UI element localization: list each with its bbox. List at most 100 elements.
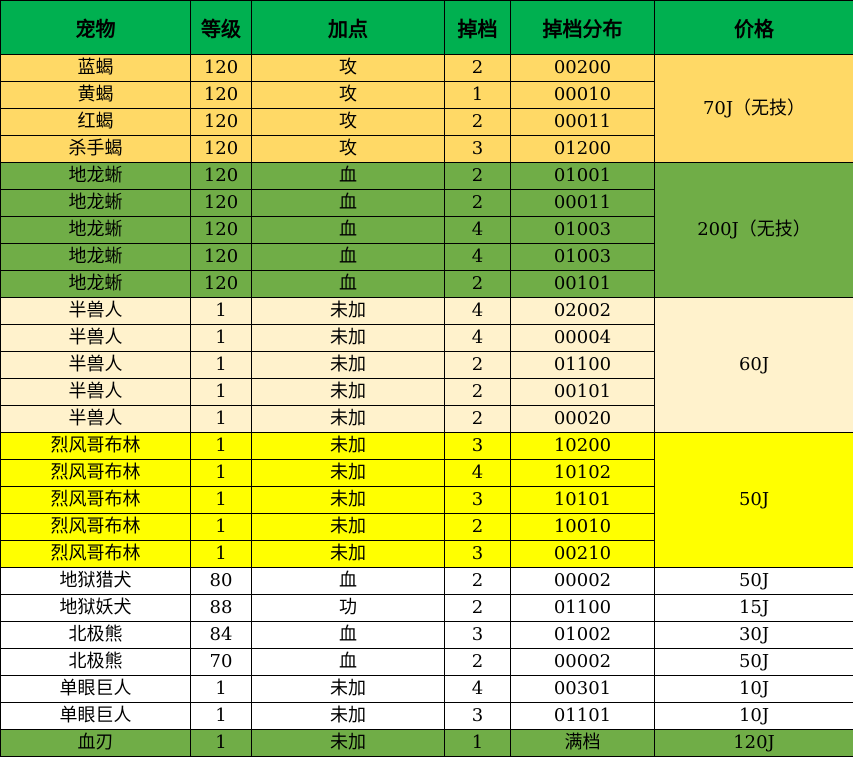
cell-points: 未加 — [251, 297, 445, 325]
header-row: 宠物 等级 加点 掉档 掉档分布 价格 — [0, 0, 853, 55]
cell-level: 1 — [190, 297, 252, 325]
cell-drop-distribution: 10102 — [510, 459, 655, 487]
cell-pet-name: 烈风哥布林 — [0, 459, 191, 487]
cell-pet-name: 烈风哥布林 — [0, 486, 191, 514]
table-row: 半兽人 1 未加 2 00101 — [0, 378, 853, 406]
cell-level: 120 — [190, 81, 252, 109]
cell-drop-distribution: 00210 — [510, 540, 655, 568]
cell-drop-count: 1 — [444, 81, 511, 109]
cell-level: 1 — [190, 405, 252, 433]
cell-points: 未加 — [251, 513, 445, 541]
table-row: 北极熊 84 血 3 01002 30J — [0, 621, 853, 649]
cell-price: 70J（无技） — [654, 54, 853, 163]
table-row: 地龙蜥 120 血 2 01001 200J（无技） — [0, 162, 853, 298]
cell-points: 未加 — [251, 459, 445, 487]
cell-drop-distribution: 01003 — [510, 216, 655, 244]
cell-pet-name: 半兽人 — [0, 297, 191, 325]
cell-drop-count: 4 — [444, 297, 511, 325]
cell-drop-distribution: 00002 — [510, 648, 655, 676]
cell-pet-name: 地龙蜥 — [0, 189, 191, 217]
cell-level: 120 — [190, 108, 252, 136]
cell-drop-distribution: 10010 — [510, 513, 655, 541]
cell-points: 未加 — [251, 405, 445, 433]
cell-drop-count: 3 — [444, 486, 511, 514]
cell-drop-distribution: 00011 — [510, 189, 655, 217]
cell-drop-distribution: 10200 — [510, 432, 655, 460]
table-row: 北极熊 70 血 2 00002 50J — [0, 648, 853, 676]
cell-points: 未加 — [251, 378, 445, 406]
table-row: 地狱猎犬 80 血 2 00002 50J — [0, 567, 853, 595]
header-points: 加点 — [251, 0, 445, 55]
cell-level: 120 — [190, 243, 252, 271]
cell-drop-count: 2 — [444, 189, 511, 217]
cell-drop-count: 3 — [444, 432, 511, 460]
header-pet: 宠物 — [0, 0, 191, 55]
cell-drop-distribution: 01001 — [510, 162, 655, 190]
cell-pet-name: 黄蝎 — [0, 81, 191, 109]
cell-drop-distribution: 01002 — [510, 621, 655, 649]
cell-level: 120 — [190, 162, 252, 190]
cell-drop-distribution: 00004 — [510, 324, 655, 352]
cell-points: 攻 — [251, 81, 445, 109]
cell-drop-distribution: 01100 — [510, 594, 655, 622]
header-level: 等级 — [190, 0, 252, 55]
cell-pet-name: 地龙蜥 — [0, 162, 191, 190]
cell-drop-distribution: 00002 — [510, 567, 655, 595]
cell-pet-name: 半兽人 — [0, 351, 191, 379]
cell-level: 1 — [190, 486, 252, 514]
cell-pet-name: 半兽人 — [0, 324, 191, 352]
cell-pet-name: 半兽人 — [0, 405, 191, 433]
cell-drop-count: 4 — [444, 675, 511, 703]
cell-drop-distribution: 01101 — [510, 702, 655, 730]
cell-drop-count: 2 — [444, 513, 511, 541]
cell-points: 攻 — [251, 108, 445, 136]
cell-pet-name: 地龙蜥 — [0, 243, 191, 271]
cell-drop-count: 2 — [444, 54, 511, 82]
cell-pet-name: 半兽人 — [0, 378, 191, 406]
cell-drop-count: 3 — [444, 702, 511, 730]
cell-level: 120 — [190, 189, 252, 217]
cell-level: 1 — [190, 540, 252, 568]
table-row: 地龙蜥 120 血 2 00101 — [0, 270, 853, 298]
cell-points: 血 — [251, 216, 445, 244]
cell-drop-count: 2 — [444, 270, 511, 298]
cell-price: 15J — [654, 594, 853, 622]
table-row: 半兽人 1 未加 4 02002 60J — [0, 297, 853, 433]
cell-drop-distribution: 01200 — [510, 135, 655, 163]
cell-drop-distribution: 00101 — [510, 378, 655, 406]
cell-level: 84 — [190, 621, 252, 649]
cell-points: 攻 — [251, 54, 445, 82]
cell-pet-name: 地狱猎犬 — [0, 567, 191, 595]
cell-price: 50J — [654, 567, 853, 595]
cell-pet-name: 红蝎 — [0, 108, 191, 136]
cell-points: 未加 — [251, 729, 445, 757]
cell-points: 未加 — [251, 540, 445, 568]
cell-pet-name: 杀手蝎 — [0, 135, 191, 163]
cell-level: 1 — [190, 729, 252, 757]
table-row: 血刃 1 未加 1 满档 120J — [0, 729, 853, 757]
cell-drop-distribution: 00020 — [510, 405, 655, 433]
cell-drop-count: 2 — [444, 594, 511, 622]
cell-price: 60J — [654, 297, 853, 433]
cell-points: 未加 — [251, 486, 445, 514]
cell-drop-distribution: 00101 — [510, 270, 655, 298]
cell-pet-name: 北极熊 — [0, 621, 191, 649]
cell-drop-count: 3 — [444, 540, 511, 568]
cell-level: 120 — [190, 270, 252, 298]
cell-drop-count: 4 — [444, 216, 511, 244]
cell-pet-name: 烈风哥布林 — [0, 432, 191, 460]
cell-drop-count: 1 — [444, 729, 511, 757]
cell-level: 120 — [190, 216, 252, 244]
cell-level: 1 — [190, 459, 252, 487]
cell-price: 120J — [654, 729, 853, 757]
cell-points: 未加 — [251, 702, 445, 730]
cell-drop-count: 2 — [444, 351, 511, 379]
cell-level: 80 — [190, 567, 252, 595]
cell-pet-name: 烈风哥布林 — [0, 513, 191, 541]
table-row: 地狱妖犬 88 功 2 01100 15J — [0, 594, 853, 622]
cell-level: 1 — [190, 675, 252, 703]
cell-level: 1 — [190, 324, 252, 352]
cell-drop-distribution: 10101 — [510, 486, 655, 514]
cell-pet-name: 单眼巨人 — [0, 675, 191, 703]
cell-level: 70 — [190, 648, 252, 676]
